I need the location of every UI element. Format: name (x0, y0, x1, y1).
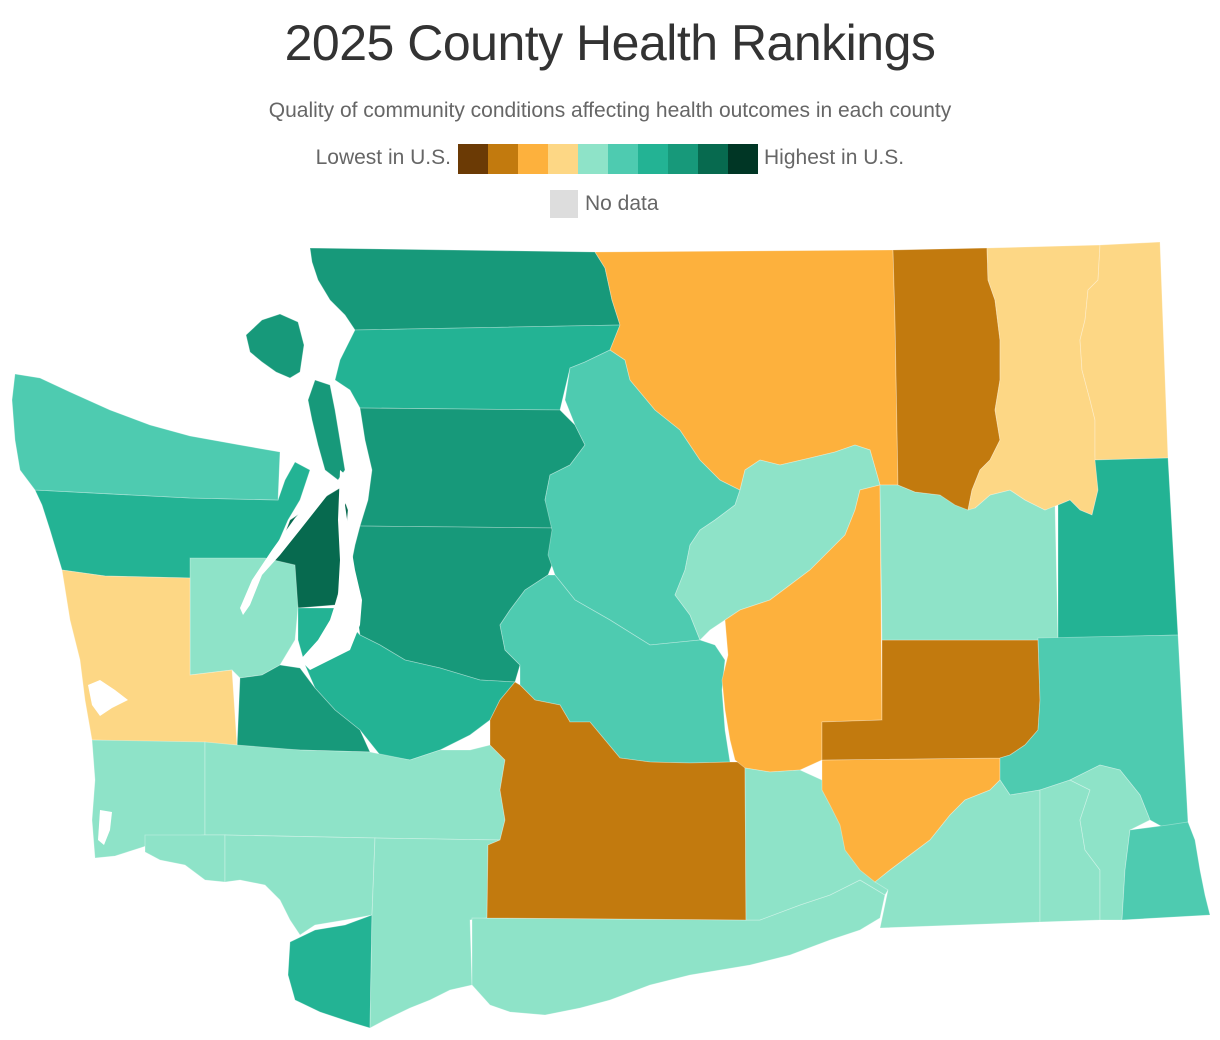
page-subtitle: Quality of community conditions affectin… (268, 99, 952, 122)
county-mason[interactable] (189, 557, 299, 679)
county-san-juan[interactable] (245, 313, 305, 379)
legend-swatch-8 (668, 144, 698, 174)
legend-swatch-6 (608, 144, 638, 174)
county-jefferson[interactable] (34, 461, 311, 579)
legend-swatch-9 (698, 144, 728, 174)
page-title: 2025 County Health Rankings (284, 15, 936, 71)
hood-canal-water (240, 488, 330, 615)
legend-swatch-1 (458, 144, 488, 174)
county-spokane[interactable] (1057, 457, 1179, 639)
county-clark[interactable] (287, 914, 373, 1029)
county-asotin[interactable] (1121, 821, 1211, 921)
legend-color-scale (458, 144, 758, 174)
washington-county-map (11, 241, 1211, 1029)
county-lewis[interactable] (204, 741, 506, 841)
county-pend-oreille[interactable] (1079, 241, 1169, 461)
puget-sound-water (300, 470, 362, 670)
county-clallam[interactable] (11, 373, 281, 501)
county-cowlitz[interactable] (224, 834, 376, 936)
no-data-legend: No data (550, 190, 659, 218)
county-walla-walla[interactable] (874, 779, 1041, 929)
willapa-bay-water (98, 810, 112, 845)
legend-swatch-5 (578, 144, 608, 174)
legend-swatch-3 (518, 144, 548, 174)
legend-high-label: Highest in U.S. (764, 146, 905, 169)
legend-swatch-10 (728, 144, 758, 174)
no-data-swatch (550, 190, 578, 218)
color-legend: Lowest in U.S. Highest in U.S. (0, 144, 1220, 174)
county-whatcom[interactable] (309, 247, 621, 331)
grays-harbor-water (88, 680, 128, 716)
legend-swatch-2 (488, 144, 518, 174)
county-island[interactable] (307, 379, 346, 481)
county-wahkiakum[interactable] (144, 834, 226, 883)
legend-low-label: Lowest in U.S. (315, 146, 451, 169)
legend-swatch-7 (638, 144, 668, 174)
legend-swatch-4 (548, 144, 578, 174)
no-data-label: No data (585, 192, 659, 215)
